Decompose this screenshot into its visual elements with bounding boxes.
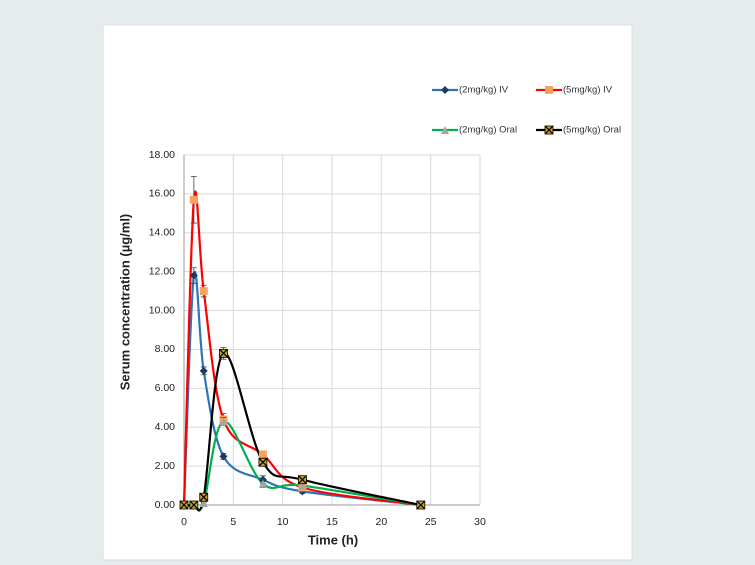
chart-panel [102,24,633,561]
marker [189,271,198,280]
marker [258,450,267,459]
marker [298,481,307,490]
x-tick-label: 0 [181,516,187,528]
marker [416,500,426,510]
marker-cross [544,125,554,135]
marker-cross [297,475,307,485]
legend-label: (5mg/kg) IV [563,85,613,96]
x-tick-label: 30 [474,516,486,528]
x-tick-label: 10 [277,516,289,528]
marker [544,125,554,135]
marker-cross [189,500,199,510]
y-tick-label: 12.00 [149,265,175,277]
marker [189,195,198,204]
legend-label: (5mg/kg) Oral [563,125,621,136]
marker-cross [219,348,228,358]
marker [441,126,449,134]
y-tick-label: 8.00 [155,343,176,355]
x-axis-label: Time (h) [308,532,358,547]
marker [545,86,553,94]
y-tick-label: 4.00 [155,421,176,433]
marker [199,492,209,502]
marker-cross [199,492,209,502]
marker [258,457,268,467]
y-tick-label: 6.00 [155,382,176,394]
legend-label: (2mg/kg) IV [459,85,509,96]
y-tick-label: 14.00 [149,227,175,239]
legend-label: (2mg/kg) Oral [459,125,517,136]
y-tick-label: 16.00 [149,188,175,200]
marker [219,417,228,426]
marker-cross [179,500,189,510]
marker [199,287,208,296]
marker [258,479,267,488]
y-axis-label: Serum concentration (µg/ml) [117,214,132,391]
marker-cross [416,500,426,510]
marker [441,86,449,94]
marker [179,500,189,510]
x-tick-label: 25 [425,516,437,528]
marker [189,500,199,510]
marker [219,348,228,358]
marker [219,452,228,461]
marker [199,499,208,508]
y-tick-label: 10.00 [149,304,175,316]
x-tick-label: 5 [230,516,236,528]
y-tick-label: 0.00 [155,499,176,511]
y-tick-label: 18.00 [149,149,175,161]
y-tick-label: 2.00 [155,460,176,472]
marker [199,366,208,375]
marker-cross [258,457,268,467]
x-tick-label: 15 [326,516,338,528]
x-tick-label: 20 [375,516,387,528]
marker [297,475,307,485]
